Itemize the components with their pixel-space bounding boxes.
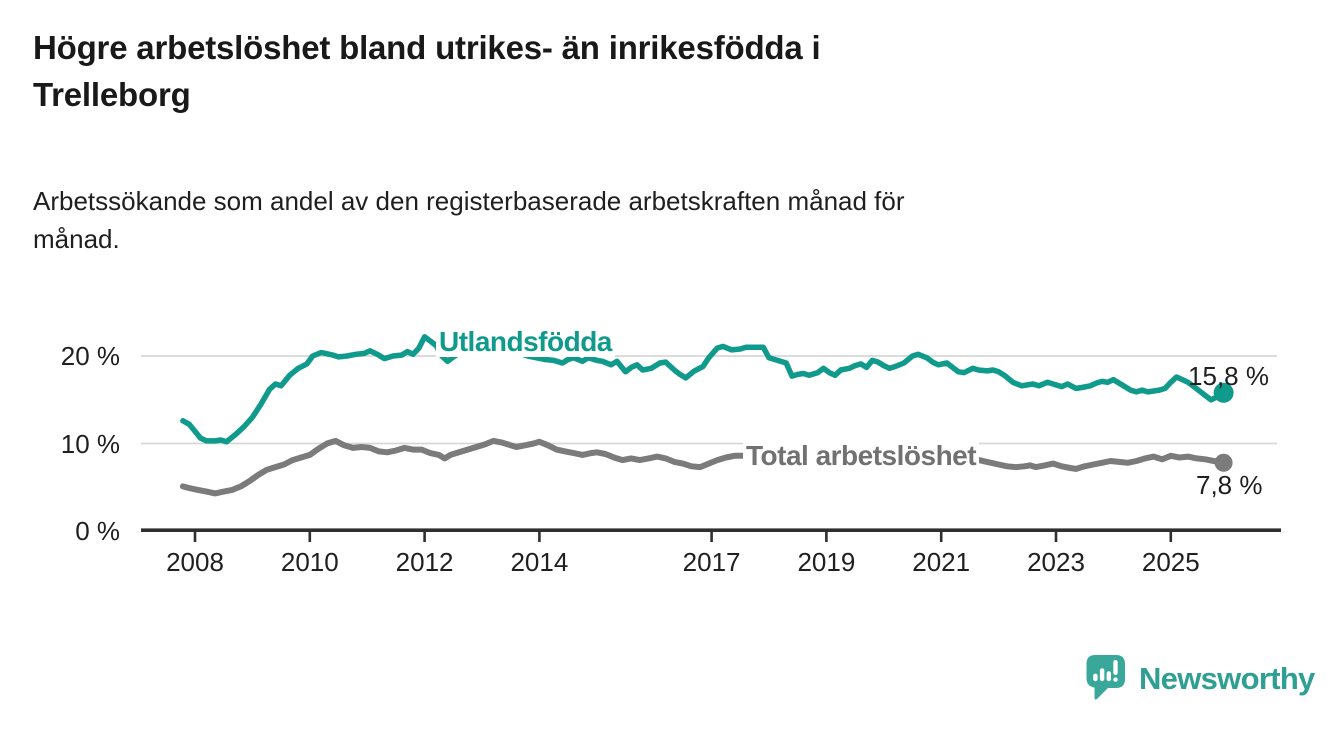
end-value-label-utlandsfodda: 15,8 % [1188,361,1269,391]
x-tick-label: 2012 [395,547,454,577]
series-label-total-arbetsloshet: Total arbetslöshet [743,440,980,471]
x-tick-label: 2014 [510,547,569,577]
page-title-line1: Högre arbetslöshet bland utrikes- än inr… [33,29,821,66]
x-tick-label: 2023 [1027,547,1085,577]
series-line-0 [180,334,1227,445]
x-tick-label: 2010 [280,547,339,577]
x-tick-label: 2021 [912,547,971,577]
x-axis-line [141,528,1281,532]
y-tick-label: 0 % [75,516,120,546]
chart-subtitle-line2: månad. [33,224,120,254]
chart-subtitle: Arbetssökande som andel av den registerb… [33,182,1213,258]
x-axis-tick [710,531,713,542]
x-axis-tick [939,531,943,542]
x-tick-label: 2019 [797,547,856,577]
x-axis-tick [193,531,197,542]
x-axis-tick [538,531,541,542]
series-line-1 [179,437,1227,497]
x-axis-tick [1054,531,1058,542]
newsworthy-logo: Newsworthy [1086,655,1315,703]
x-axis-tick [825,531,828,542]
x-tick-label: 2017 [682,547,741,577]
page-title-line2: Trelleborg [33,76,191,113]
x-tick-label: 2008 [166,547,224,577]
series-end-dot-1 [1214,453,1233,472]
x-axis-tick [1169,531,1173,542]
chart-subtitle-line1: Arbetssökande som andel av den registerb… [33,186,905,216]
x-tick-label: 2025 [1141,547,1200,577]
series-end-dot-0 [1213,382,1234,403]
chart-bubble-icon [1086,655,1126,703]
series-label-utlandsfodda: Utlandsfödda [436,326,615,357]
y-tick-label: 20 % [60,341,120,371]
y-tick-label: 10 % [60,428,120,459]
newsworthy-logo-text: Newsworthy [1139,661,1315,696]
x-axis-tick [423,531,426,542]
x-axis-tick [308,531,312,542]
end-value-label-total-arbetsloshet: 7,8 % [1196,470,1263,500]
page-title: Högre arbetslöshet bland utrikes- än inr… [33,24,1113,118]
